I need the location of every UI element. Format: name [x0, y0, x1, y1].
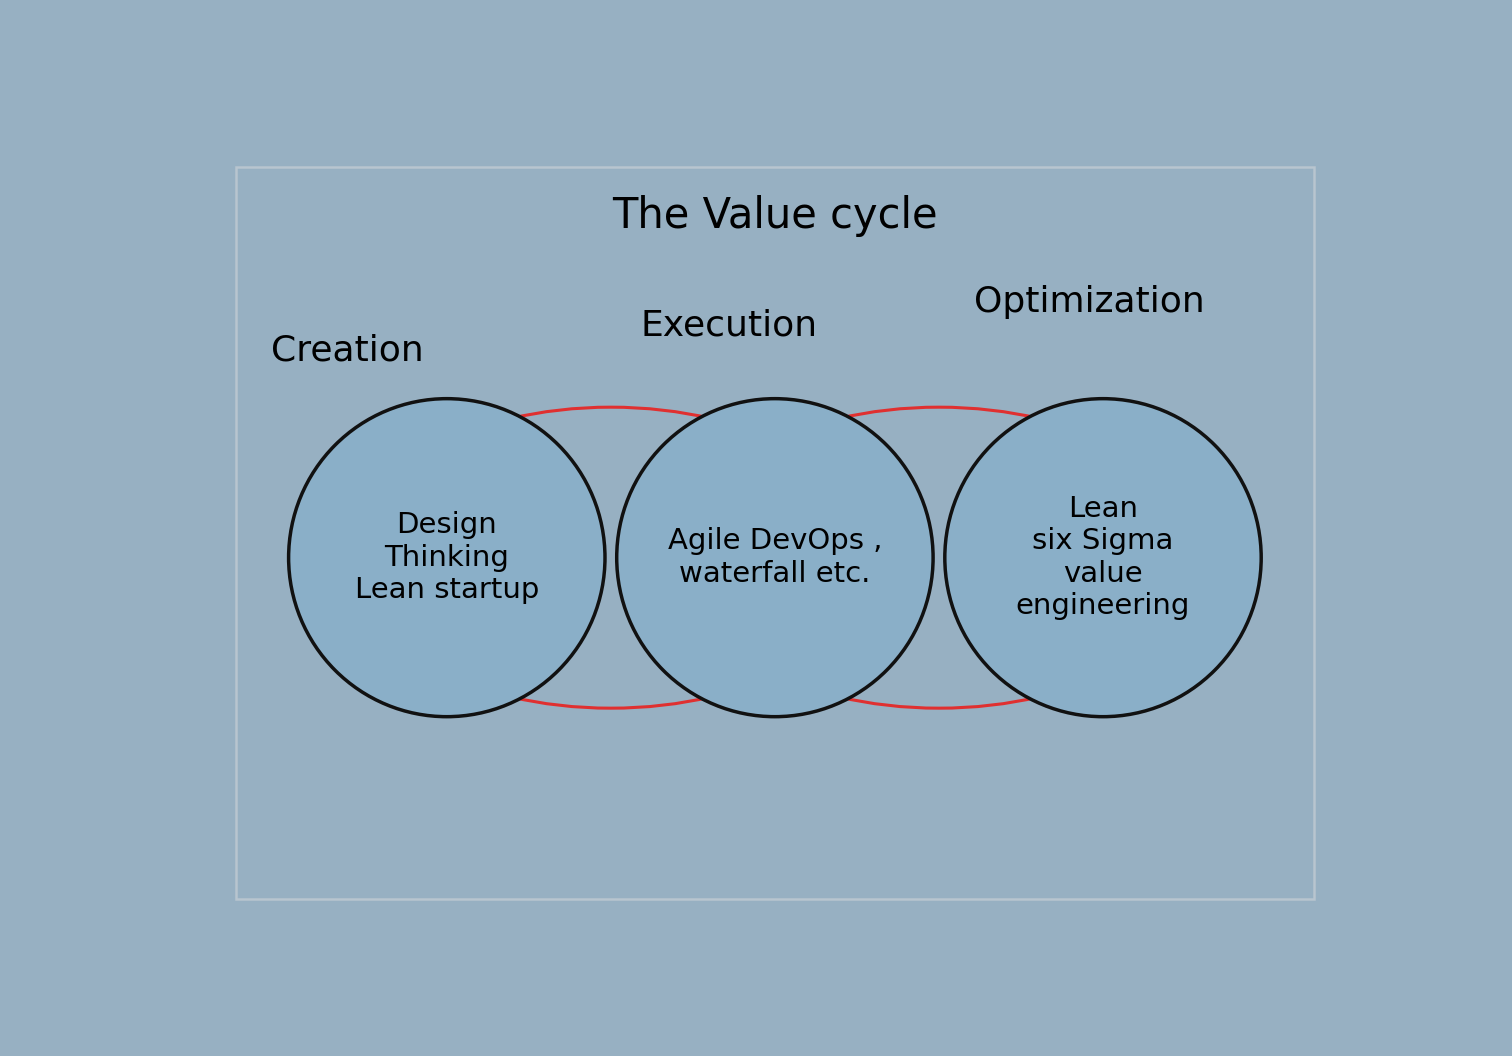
Text: Optimization: Optimization	[974, 284, 1205, 319]
Text: The Value cycle: The Value cycle	[612, 195, 937, 238]
Ellipse shape	[289, 399, 605, 717]
FancyBboxPatch shape	[236, 167, 1314, 900]
Ellipse shape	[617, 399, 933, 717]
Text: Creation: Creation	[271, 334, 423, 367]
Text: Design
Thinking
Lean startup: Design Thinking Lean startup	[355, 511, 538, 604]
Text: Execution: Execution	[640, 309, 818, 343]
Text: Agile DevOps ,
waterfall etc.: Agile DevOps , waterfall etc.	[668, 528, 881, 588]
Text: Lean
six Sigma
value
engineering: Lean six Sigma value engineering	[1016, 495, 1190, 620]
Ellipse shape	[945, 399, 1261, 717]
